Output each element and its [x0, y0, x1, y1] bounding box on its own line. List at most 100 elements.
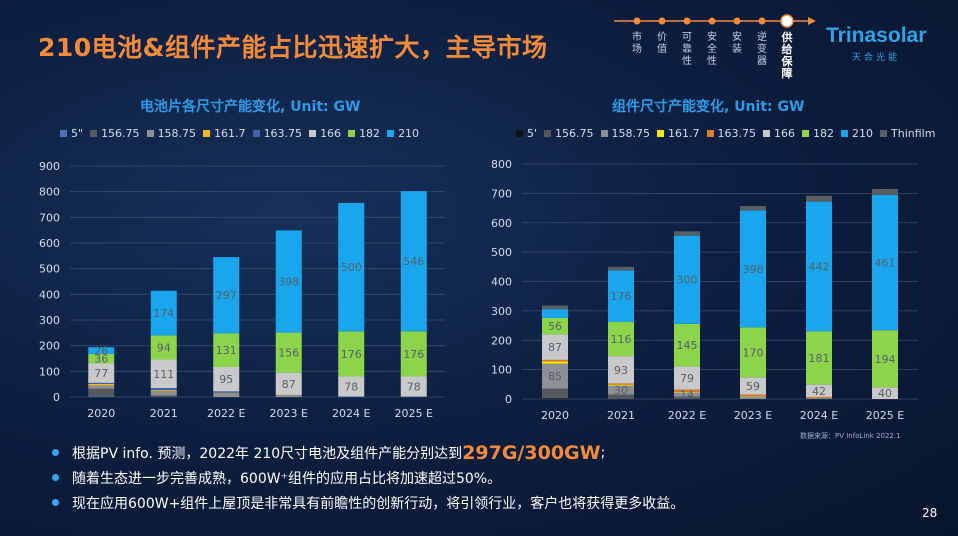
bar-segment	[542, 398, 568, 399]
legend-swatch	[90, 130, 98, 137]
legend-label: 182	[813, 127, 835, 140]
legend-item: Thinfilm	[880, 127, 935, 140]
bar-segment	[608, 384, 634, 386]
data-label: 461	[875, 257, 896, 270]
nav-step-label: 安装	[732, 32, 742, 55]
legend-label: 166	[320, 127, 342, 140]
data-source-note: 数据来源：PV InfoLink 2022.1	[800, 432, 901, 440]
y-tick-label: 300	[39, 314, 60, 327]
data-label: 442	[809, 261, 830, 274]
x-tick-label: 2024 E	[332, 407, 370, 420]
y-tick-label: 600	[491, 217, 512, 230]
bar-segment	[806, 201, 832, 332]
legend-item: 182	[802, 127, 834, 140]
x-tick-label: 2025 E	[866, 409, 904, 422]
bar-segment	[740, 377, 766, 395]
legend-swatch	[516, 130, 523, 137]
legend-item: 156.75	[544, 127, 594, 140]
bar-segment	[608, 385, 634, 395]
nav-step-label: 供给保障	[781, 31, 793, 80]
nav-step-label: 安全性	[707, 32, 717, 67]
data-label: 36	[94, 353, 108, 366]
bar-segment	[608, 394, 634, 399]
y-tick-label: 300	[491, 305, 512, 318]
nav-step-dot	[758, 17, 766, 25]
bar-segment	[88, 383, 115, 386]
bar-segment	[674, 235, 700, 324]
nav-step-dot	[633, 17, 641, 25]
bar-segment	[150, 359, 177, 389]
logo-subtitle: 天合光能	[851, 53, 900, 63]
bar-segment	[740, 327, 766, 378]
data-label: 95	[219, 373, 233, 386]
bar-segment	[88, 396, 115, 397]
bar-segment	[88, 388, 115, 397]
legend-item: 161.7	[203, 127, 246, 140]
data-label: 78	[344, 380, 358, 393]
bullet-text: 现在应用600W+组件上屋顶是非常具有前瞻性的创新行动，将引领行业，客户也将获得…	[72, 495, 685, 512]
page-number: 28	[922, 506, 938, 520]
legend-swatch	[60, 130, 67, 137]
legend-label: 210	[852, 127, 874, 140]
legend-item: 163.75	[706, 127, 756, 140]
y-tick-label: 400	[491, 276, 512, 289]
bar-segment	[150, 335, 177, 360]
data-label: 398	[743, 263, 764, 276]
legend-label: 156.75	[555, 127, 594, 140]
x-tick-label: 2022 E	[207, 407, 245, 420]
y-tick-label: 200	[39, 340, 60, 353]
bar-segment	[740, 396, 766, 399]
bar-segment	[542, 309, 568, 318]
module-chart-title: 组件尺寸产能变化, Unit: GW	[612, 99, 805, 115]
legend-swatch	[544, 130, 552, 137]
y-tick-label: 100	[491, 364, 512, 377]
bar-segment	[542, 363, 568, 389]
bar-segment	[338, 202, 365, 332]
page-title: 210电池&组件产能占比迅速扩大，主导市场	[38, 33, 548, 62]
bullet-text: 随着生态进一步完善成熟，600W⁺组件的应用占比将加速超过50%。	[72, 470, 502, 487]
bar-segment	[542, 361, 568, 364]
bar-segment	[872, 387, 898, 399]
legend-item: 210	[841, 127, 873, 140]
nav-step-dot	[780, 14, 794, 28]
bullet-highlight: 297G/300GW	[462, 441, 601, 464]
bullet-text-end: ;	[600, 444, 606, 461]
x-tick-label: 2020	[87, 407, 115, 420]
bar-segment	[275, 395, 302, 396]
bar-segment	[275, 395, 302, 397]
module-capacity-chart: 0 100 200 300 400 500 600 700 800 85 87 56 2020 30 93 1…	[491, 158, 918, 422]
legend-swatch	[880, 130, 888, 137]
y-tick-label: 800	[491, 158, 512, 171]
bar-segment	[275, 372, 302, 395]
legend-label: 5'	[527, 127, 538, 140]
legend-item: 5"	[60, 127, 83, 140]
data-label: 546	[403, 255, 424, 268]
bar-segment	[275, 394, 302, 396]
bar-segment	[213, 391, 240, 393]
bar-segment	[150, 290, 177, 336]
trinasolar-logo: Trinasolar 天合光能	[826, 24, 926, 63]
bar-segment	[400, 396, 427, 397]
legend-swatch	[203, 130, 211, 137]
data-label: 93	[614, 364, 628, 377]
data-label: 56	[548, 320, 562, 333]
legend-swatch	[252, 130, 260, 137]
legend-label: Thinfilm	[891, 127, 936, 140]
bar-segment	[542, 317, 568, 335]
legend-swatch	[600, 130, 608, 137]
legend-label: 166	[774, 127, 796, 140]
y-tick-label: 0	[53, 391, 60, 404]
data-label: 131	[216, 344, 237, 357]
data-label: 78	[407, 380, 421, 393]
bar-segment	[88, 353, 115, 364]
x-tick-label: 2025 E	[395, 407, 433, 420]
y-tick-label: 500	[39, 263, 60, 276]
bar-segment	[150, 389, 177, 391]
data-label: 398	[278, 276, 299, 289]
x-tick-label: 2024 E	[800, 409, 838, 422]
legend-item: 5'	[516, 127, 537, 140]
bar-segment	[213, 392, 240, 394]
data-label: 87	[282, 378, 296, 391]
data-label: 145	[677, 339, 698, 352]
bar-segment	[213, 393, 240, 397]
